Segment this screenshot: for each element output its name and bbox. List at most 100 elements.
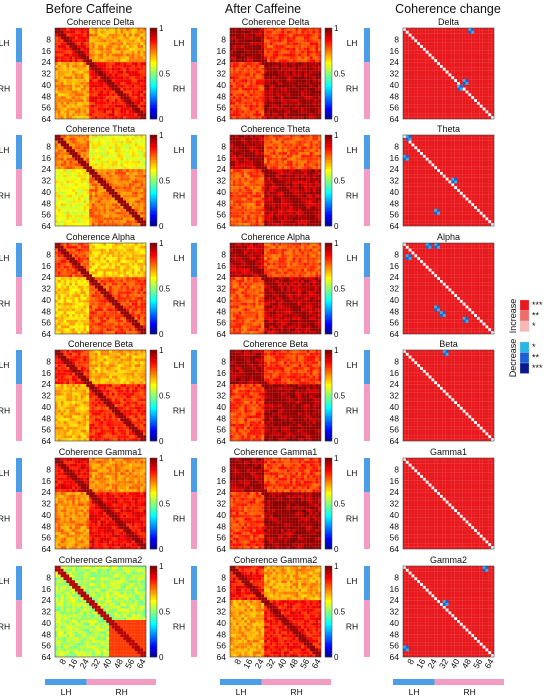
heatmap-cell	[123, 169, 127, 173]
heatmap-cell	[247, 149, 250, 153]
heatmap-cell	[425, 107, 429, 111]
heatmap-cell	[63, 191, 67, 195]
heatmap-cell	[261, 53, 265, 57]
heatmap-cell	[238, 96, 242, 100]
heatmap-cell	[281, 163, 285, 167]
heatmap-cell	[286, 84, 290, 88]
heatmap-cell	[303, 84, 307, 88]
heatmap-cell	[89, 39, 93, 43]
colorbar-step	[150, 210, 157, 213]
heatmap-cell	[454, 62, 458, 66]
heatmap-cell	[72, 30, 75, 34]
y-tick-label: 32	[390, 69, 400, 79]
heatmap-cell	[60, 87, 64, 91]
heatmap-cell	[123, 50, 127, 54]
heatmap-cell	[272, 73, 276, 77]
heatmap-cell	[479, 30, 483, 34]
heatmap-cell	[286, 79, 290, 83]
heatmap-cell	[425, 59, 429, 63]
heatmap-cell	[66, 194, 70, 198]
heatmap-cell	[100, 166, 104, 170]
heatmap-cell	[57, 166, 61, 170]
heatmap-cell	[117, 33, 121, 37]
heatmap-cell	[309, 70, 313, 74]
heatmap-cell	[403, 47, 406, 51]
heatmap-cell	[315, 93, 319, 97]
heatmap-cell	[411, 50, 415, 54]
heatmap-cell	[106, 217, 110, 221]
heatmap-cell	[238, 33, 242, 37]
colorbar-step	[150, 144, 157, 147]
heatmap-cell	[465, 45, 469, 48]
heatmap-cell	[474, 47, 477, 51]
heatmap-cell	[140, 73, 144, 77]
heatmap-cell	[306, 45, 310, 48]
heatmap-cell	[60, 50, 64, 54]
heatmap-cell	[275, 99, 279, 102]
heatmap-cell	[255, 47, 259, 51]
heatmap-cell	[252, 146, 256, 150]
decrease-cell	[457, 84, 460, 88]
heatmap-cell	[97, 28, 101, 31]
heatmap-cell	[74, 206, 78, 209]
heatmap-cell	[117, 113, 121, 117]
heatmap-cell	[303, 135, 307, 138]
heatmap-cell	[60, 28, 64, 31]
heatmap-cell	[238, 104, 242, 108]
colorbar-step	[150, 221, 157, 225]
heatmap-cell	[471, 47, 475, 51]
heatmap-cell	[420, 99, 423, 102]
heatmap-cell	[448, 84, 452, 88]
heatmap-cell	[100, 189, 104, 192]
heatmap-cell	[94, 208, 98, 212]
heatmap-cell	[89, 110, 93, 114]
colorbar-step	[150, 78, 157, 81]
heatmap-cell	[86, 84, 90, 88]
heatmap-cell	[414, 39, 418, 43]
heatmap-cell	[303, 79, 307, 83]
heatmap-cell	[123, 62, 127, 66]
heatmap-cell	[140, 50, 144, 54]
heatmap-cell	[86, 82, 90, 85]
heatmap-cell	[117, 143, 121, 147]
heatmap-cell	[97, 90, 101, 94]
heatmap-cell	[482, 101, 486, 105]
heatmap-cell	[252, 137, 256, 141]
heatmap-cell	[408, 62, 412, 66]
heatmap-cell	[241, 90, 245, 94]
heatmap-cell	[275, 82, 279, 85]
heatmap-cell	[428, 90, 432, 94]
heatmap-cell	[264, 82, 268, 85]
heatmap-cell	[474, 45, 477, 48]
heatmap-cell	[301, 93, 304, 97]
heatmap-cell	[131, 157, 135, 161]
heatmap-cell	[442, 87, 446, 91]
heatmap-cell	[69, 76, 73, 80]
heatmap-cell	[485, 76, 489, 80]
heatmap-cell	[143, 96, 147, 100]
heatmap-cell	[252, 157, 256, 161]
heatmap-cell	[114, 186, 118, 190]
heatmap-cell	[126, 67, 129, 71]
heatmap-cell	[114, 149, 118, 153]
heatmap-cell	[91, 183, 95, 187]
heatmap-cell	[249, 186, 253, 190]
heatmap-cell	[482, 116, 486, 120]
heatmap-cell	[91, 146, 95, 150]
heatmap-cell	[140, 177, 144, 181]
heatmap-cell	[134, 79, 138, 83]
heatmap-cell	[258, 84, 262, 88]
heatmap-cell	[131, 200, 135, 204]
heatmap-cell	[439, 82, 443, 85]
heatmap-cell	[80, 62, 84, 66]
heatmap-cell	[422, 70, 426, 74]
heatmap-cell	[80, 166, 84, 170]
heatmap-cell	[143, 189, 147, 192]
heatmap-cell	[134, 116, 138, 120]
heatmap-cell	[66, 50, 70, 54]
heatmap-cell	[63, 197, 67, 201]
heatmap-cell	[106, 67, 110, 71]
heatmap-cell	[72, 39, 75, 43]
heatmap-cell	[417, 47, 421, 51]
heatmap-cell	[235, 191, 239, 195]
